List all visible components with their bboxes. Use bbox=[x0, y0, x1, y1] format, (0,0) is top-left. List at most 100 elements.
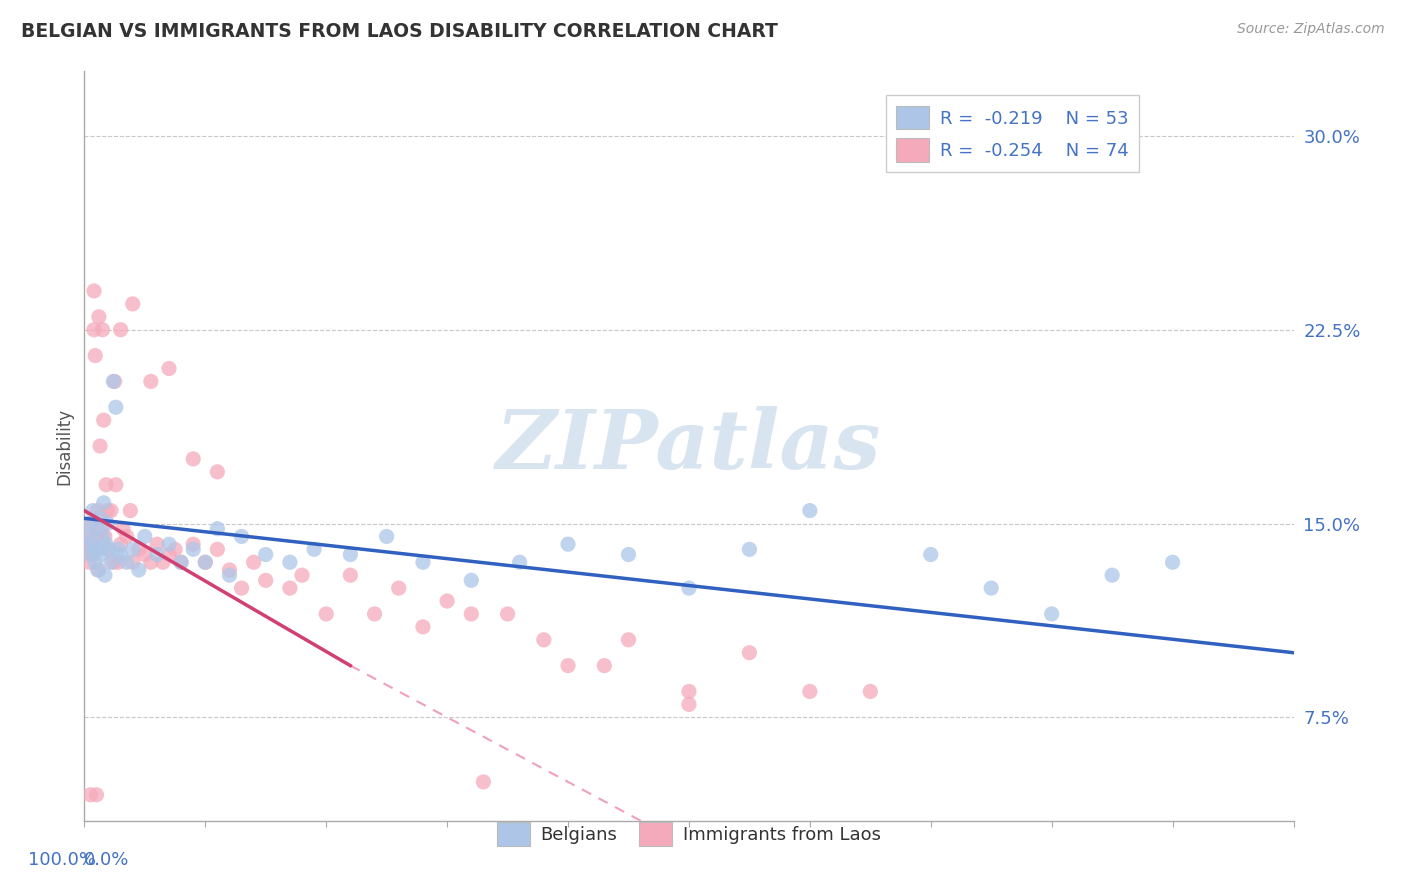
Point bbox=[194, 555, 217, 569]
Point bbox=[79, 788, 101, 802]
Point bbox=[84, 555, 107, 569]
Point bbox=[242, 555, 264, 569]
Point bbox=[115, 555, 138, 569]
Point bbox=[86, 529, 108, 543]
Point bbox=[77, 516, 100, 531]
Legend: Belgians, Immigrants from Laos: Belgians, Immigrants from Laos bbox=[491, 815, 887, 853]
Point bbox=[110, 323, 132, 337]
Point bbox=[194, 555, 217, 569]
Point bbox=[110, 548, 132, 562]
Point bbox=[254, 548, 277, 562]
Point bbox=[104, 401, 127, 415]
Point bbox=[91, 323, 114, 337]
Point bbox=[87, 563, 110, 577]
Point bbox=[557, 658, 579, 673]
Point bbox=[139, 555, 162, 569]
Point bbox=[121, 297, 143, 311]
Point bbox=[79, 537, 101, 551]
Point bbox=[77, 529, 100, 543]
Point bbox=[157, 361, 180, 376]
Point bbox=[302, 542, 325, 557]
Point bbox=[593, 658, 616, 673]
Point bbox=[97, 542, 120, 557]
Point bbox=[89, 439, 111, 453]
Point bbox=[103, 555, 125, 569]
Point bbox=[859, 684, 882, 698]
Point bbox=[128, 542, 150, 557]
Point bbox=[134, 529, 156, 543]
Point bbox=[278, 581, 301, 595]
Point bbox=[181, 451, 204, 466]
Text: 0.0%: 0.0% bbox=[84, 851, 129, 869]
Point bbox=[96, 516, 118, 531]
Point bbox=[388, 581, 411, 595]
Point bbox=[617, 632, 640, 647]
Point bbox=[128, 563, 150, 577]
Point bbox=[207, 542, 229, 557]
Point bbox=[86, 522, 108, 536]
Point bbox=[79, 548, 101, 562]
Point bbox=[112, 522, 135, 536]
Point bbox=[110, 537, 132, 551]
Point bbox=[181, 537, 204, 551]
Point bbox=[121, 542, 143, 557]
Point bbox=[103, 375, 125, 389]
Point bbox=[678, 684, 700, 698]
Point bbox=[460, 607, 482, 621]
Point bbox=[120, 503, 142, 517]
Point bbox=[207, 465, 229, 479]
Point bbox=[218, 563, 240, 577]
Point bbox=[104, 375, 127, 389]
Point bbox=[412, 555, 434, 569]
Point bbox=[83, 323, 105, 337]
Point bbox=[146, 548, 169, 562]
Y-axis label: Disability: Disability bbox=[55, 408, 73, 484]
Point bbox=[231, 529, 253, 543]
Point bbox=[90, 522, 112, 536]
Point bbox=[617, 548, 640, 562]
Point bbox=[738, 542, 761, 557]
Point bbox=[87, 542, 110, 557]
Point bbox=[278, 555, 301, 569]
Point bbox=[799, 503, 821, 517]
Point bbox=[1101, 568, 1123, 582]
Text: BELGIAN VS IMMIGRANTS FROM LAOS DISABILITY CORRELATION CHART: BELGIAN VS IMMIGRANTS FROM LAOS DISABILI… bbox=[21, 22, 778, 41]
Point bbox=[920, 548, 942, 562]
Point bbox=[82, 503, 104, 517]
Point bbox=[157, 548, 180, 562]
Point bbox=[315, 607, 337, 621]
Point bbox=[89, 511, 111, 525]
Point bbox=[77, 542, 100, 557]
Point bbox=[84, 349, 107, 363]
Point bbox=[509, 555, 531, 569]
Point bbox=[94, 568, 117, 582]
Point bbox=[83, 284, 105, 298]
Point bbox=[90, 548, 112, 562]
Point bbox=[94, 477, 117, 491]
Point bbox=[139, 375, 162, 389]
Point bbox=[533, 632, 555, 647]
Point bbox=[436, 594, 458, 608]
Point bbox=[86, 788, 108, 802]
Point bbox=[557, 537, 579, 551]
Text: Source: ZipAtlas.com: Source: ZipAtlas.com bbox=[1237, 22, 1385, 37]
Point bbox=[165, 542, 187, 557]
Point bbox=[363, 607, 385, 621]
Point bbox=[96, 503, 118, 517]
Point bbox=[146, 537, 169, 551]
Point bbox=[83, 542, 105, 557]
Point bbox=[496, 607, 519, 621]
Point bbox=[738, 646, 761, 660]
Point bbox=[87, 310, 110, 324]
Point bbox=[93, 413, 115, 427]
Point bbox=[94, 537, 117, 551]
Point bbox=[100, 555, 122, 569]
Point bbox=[86, 503, 108, 517]
Point bbox=[170, 555, 193, 569]
Point bbox=[460, 574, 482, 588]
Point bbox=[80, 516, 103, 531]
Point bbox=[107, 542, 129, 557]
Point bbox=[107, 555, 129, 569]
Text: 100.0%: 100.0% bbox=[28, 851, 97, 869]
Point bbox=[339, 548, 361, 562]
